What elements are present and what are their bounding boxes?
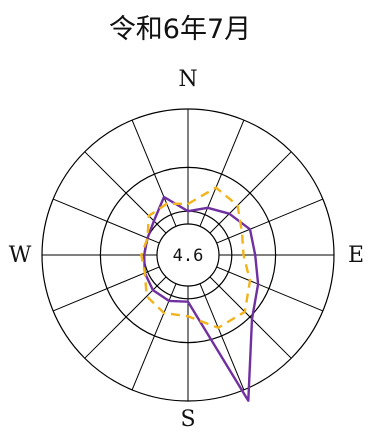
spoke-se	[209, 276, 292, 359]
spoke-wnw	[52, 198, 160, 244]
spoke-ne	[209, 151, 292, 234]
spoke-sw	[84, 276, 167, 359]
compass-label-east: E	[348, 243, 364, 268]
center-value-label: 4.6	[173, 246, 204, 266]
series-line-1	[142, 195, 260, 402]
spoke-ssw	[131, 283, 177, 391]
center-disc	[156, 223, 220, 287]
series-line-2	[140, 186, 252, 329]
spoke-wsw	[52, 266, 160, 312]
compass-label-west: W	[9, 243, 32, 268]
spoke-sse	[199, 283, 245, 391]
spoke-ene	[216, 198, 324, 244]
chart-title: 令和6年7月	[109, 14, 251, 45]
compass-label-north: N	[178, 67, 197, 92]
spoke-ese	[216, 266, 324, 312]
compass-label-south: S	[180, 407, 195, 432]
spoke-nnw	[131, 119, 177, 227]
spoke-nw	[84, 151, 167, 234]
series-layer	[140, 186, 260, 402]
